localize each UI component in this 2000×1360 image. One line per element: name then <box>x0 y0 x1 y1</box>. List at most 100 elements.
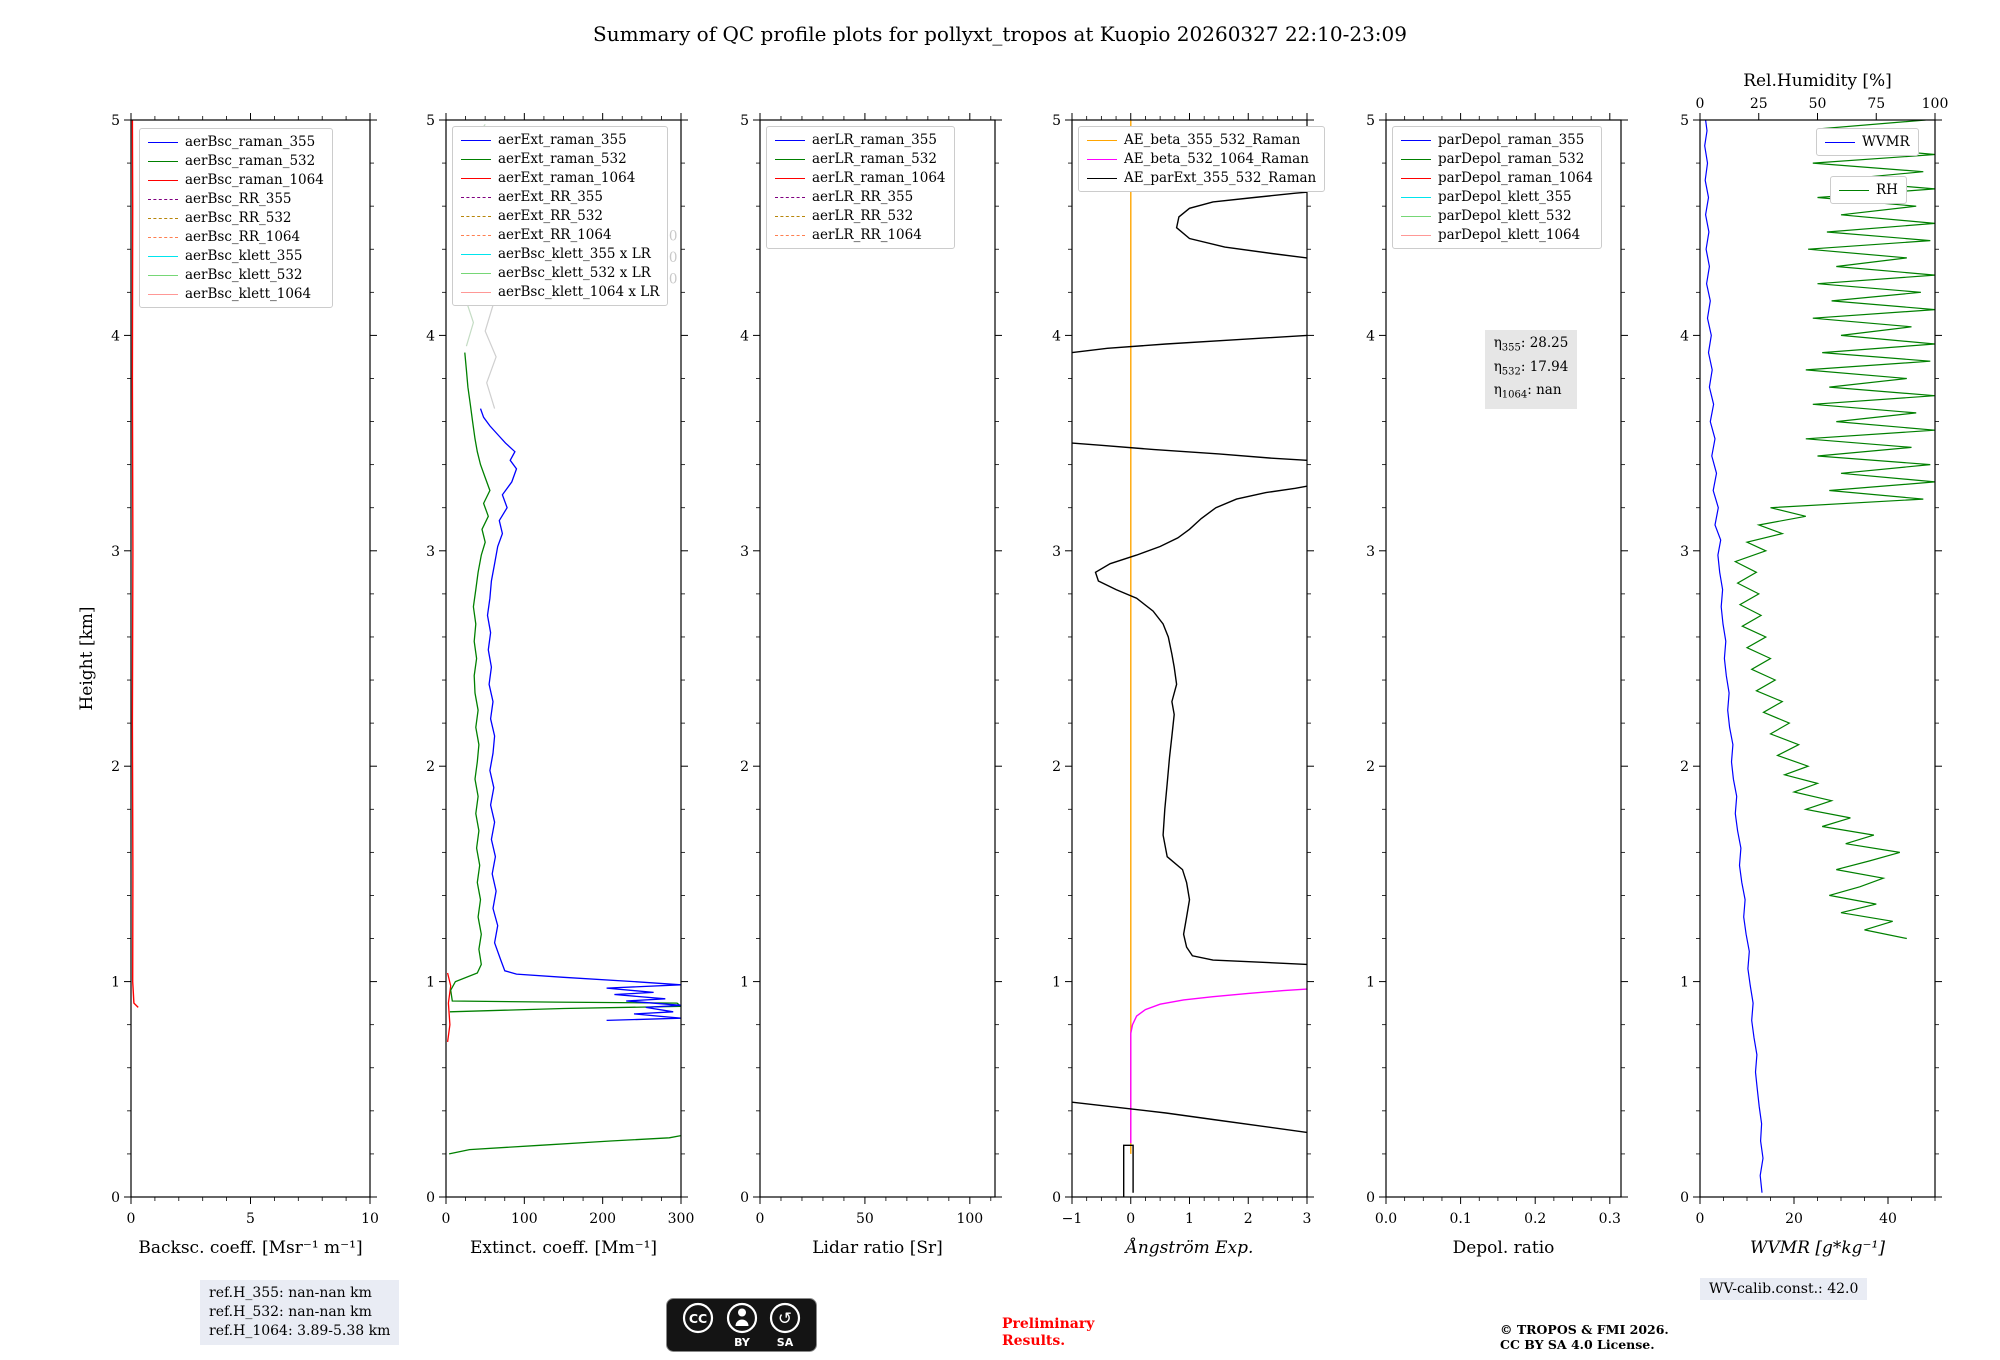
y-tick-label: 0 <box>111 1190 120 1206</box>
legend-line-sample <box>461 196 491 198</box>
x-tick-label: 100 <box>511 1211 538 1227</box>
legend-line-sample <box>1825 141 1855 143</box>
legend-backsc: aerBsc_raman_355 aerBsc_raman_532 aerBsc_r… <box>139 128 333 308</box>
legend-label: AE_beta_532_1064_Raman <box>1124 151 1309 167</box>
x-tick-label: 50 <box>856 1211 874 1227</box>
legend-item: RH <box>1839 182 1898 198</box>
y-tick-label: 5 <box>111 113 120 129</box>
x-tick-label: 0 <box>1696 1211 1705 1227</box>
wv-calibration-annotation: WV-calib.const.: 42.0 <box>1700 1278 1868 1300</box>
cc-by-label: BY <box>734 1336 751 1349</box>
cc-by-sa-badge: CC ↺ BY SA <box>666 1298 817 1356</box>
legend-lr: aerLR_raman_355 aerLR_raman_532 aerLR_rama… <box>766 126 955 249</box>
y-tick-label: 0 <box>426 1190 435 1206</box>
y-tick-label: 4 <box>1366 328 1375 344</box>
series-group-backsc <box>131 120 139 1008</box>
y-tick-label: 1 <box>1052 975 1061 991</box>
legend-label: aerBsc_klett_1064 <box>185 286 312 302</box>
legend-label: aerBsc_klett_355 <box>185 248 303 264</box>
y-tick-label: 4 <box>1680 328 1689 344</box>
legend-item: aerBsc_klett_355 <box>148 248 324 264</box>
series-WVMR <box>1704 120 1764 1193</box>
ref-h-532: ref.H_532: nan-nan km <box>209 1304 372 1320</box>
y-tick-label: 2 <box>1366 759 1375 775</box>
y-tick-label: 3 <box>111 544 120 560</box>
legend-label: WVMR <box>1862 134 1910 150</box>
legend-label: parDepol_raman_532 <box>1438 151 1585 167</box>
legend-label: aerExt_raman_1064 <box>498 170 636 186</box>
series-AE_parExt_355_532_Raman <box>1072 442 1307 461</box>
legend-label: aerBsc_klett_355 x LR <box>498 246 651 262</box>
cc-badge-graphic: CC ↺ BY SA <box>666 1298 817 1352</box>
legend-item: aerLR_raman_532 <box>775 151 946 167</box>
y-tick-label: 3 <box>1680 544 1689 560</box>
preliminary-line-2: Results. <box>1002 1333 1066 1349</box>
legend-item: WVMR <box>1825 134 1910 150</box>
legend-item: aerBsc_RR_1064 <box>148 229 324 245</box>
legend-label: aerExt_RR_532 <box>498 208 603 224</box>
series-AE_parExt_355_532_Raman <box>1072 1101 1307 1134</box>
y-tick-label: 1 <box>1366 975 1375 991</box>
series-aerExt_raman_532 <box>449 352 681 1013</box>
series-AE_parExt_355_532_Raman <box>1094 485 1307 966</box>
legend-line-sample <box>1087 158 1117 160</box>
y-tick-label: 5 <box>740 113 749 129</box>
x-axis-label-depol: Depol. ratio <box>1453 1238 1555 1258</box>
legend-line-sample <box>461 234 491 236</box>
series-AE_parExt_355_532_Raman <box>1122 1144 1134 1197</box>
eta-annotation-line: η1064: nan <box>1493 382 1562 402</box>
series-group-ae <box>1072 120 1307 1197</box>
top-tick-label: 0 <box>1696 96 1705 112</box>
legend-line-sample <box>461 158 491 160</box>
legend-item: aerLR_raman_1064 <box>775 170 946 186</box>
legend-item: aerBsc_raman_1064 <box>148 172 324 188</box>
x-tick-label: 100 <box>956 1211 983 1227</box>
legend-label: parDepol_klett_355 <box>1438 189 1572 205</box>
legend-line-sample <box>775 196 805 198</box>
legend-line-sample <box>148 141 178 143</box>
legend-label: parDepol_raman_1064 <box>1438 170 1593 186</box>
page-title: Summary of QC profile plots for pollyxt_… <box>593 22 1407 46</box>
legend-label: aerBsc_raman_532 <box>185 153 316 169</box>
legend-line-sample <box>1401 196 1431 198</box>
legend-line-sample <box>148 217 178 219</box>
legend-label: aerExt_RR_1064 <box>498 227 612 243</box>
legend-label: aerLR_RR_532 <box>812 208 914 224</box>
legend-line-sample <box>148 198 178 200</box>
legend-line-sample <box>148 160 178 162</box>
y-tick-label: 2 <box>111 759 120 775</box>
legend-item: aerExt_raman_1064 <box>461 170 659 186</box>
legend-line-sample <box>1401 158 1431 160</box>
legend-item: aerBsc_klett_355 x LR <box>461 246 659 262</box>
x-tick-label: 0 <box>1126 1211 1135 1227</box>
legend-line-sample <box>775 177 805 179</box>
x-tick-label: −1 <box>1062 1211 1083 1227</box>
legend-label: aerLR_raman_1064 <box>812 170 946 186</box>
legend-line-sample <box>148 236 178 238</box>
legend-item: aerBsc_klett_1064 x LR <box>461 284 659 300</box>
x-tick-label: 0.1 <box>1449 1211 1471 1227</box>
y-tick-label: 5 <box>426 113 435 129</box>
legend-item: aerExt_RR_355 <box>461 189 659 205</box>
top-tick-label: 100 <box>1922 96 1949 112</box>
series-AE_beta_532_1064_Raman <box>1130 988 1307 1144</box>
legend-item: AE_beta_532_1064_Raman <box>1087 151 1316 167</box>
cc-circle-icon <box>682 1302 714 1334</box>
legend-line-sample <box>148 293 178 295</box>
y-tick-label: 3 <box>740 544 749 560</box>
y-tick-label: 2 <box>1052 759 1061 775</box>
cc-logo-text: CC <box>689 1311 707 1326</box>
legend-label: aerExt_RR_355 <box>498 189 603 205</box>
x-tick-label: 1 <box>1185 1211 1194 1227</box>
legend-item: aerLR_RR_532 <box>775 208 946 224</box>
legend-line-sample <box>775 158 805 160</box>
series-aerBsc_raman_1064 <box>131 120 139 1008</box>
eta-annotation-line: η532: 17.94 <box>1493 358 1569 378</box>
x-tick-label: 200 <box>589 1211 616 1227</box>
legend-line-sample <box>1401 234 1431 236</box>
sa-arrow-icon: ↺ <box>778 1309 792 1329</box>
legend-label: aerBsc_raman_1064 <box>185 172 324 188</box>
legend-label: parDepol_klett_1064 <box>1438 227 1581 243</box>
